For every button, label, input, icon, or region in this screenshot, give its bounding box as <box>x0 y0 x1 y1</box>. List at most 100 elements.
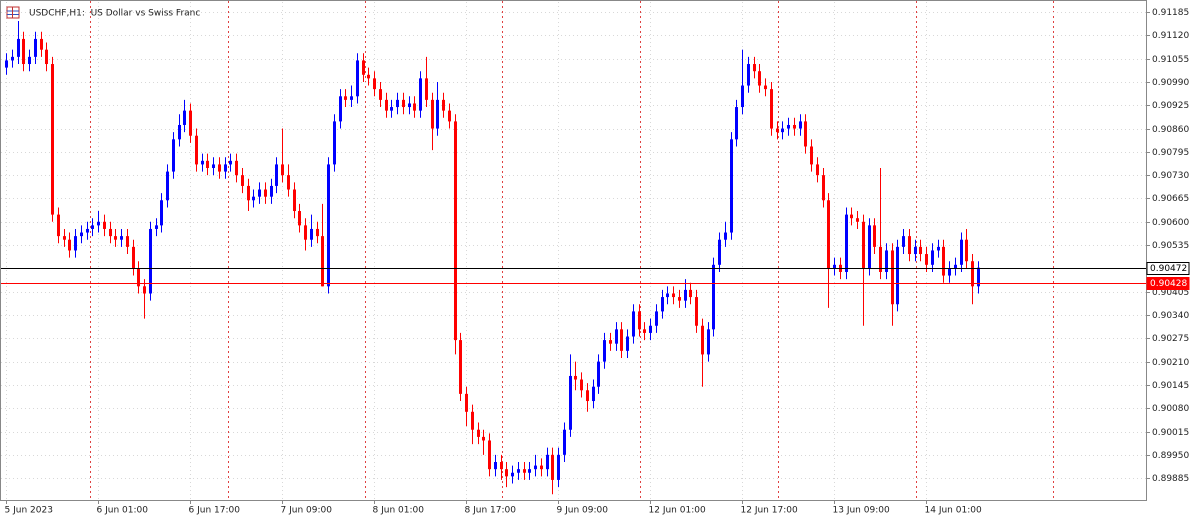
candle-body <box>91 225 94 229</box>
candle-body <box>321 236 324 287</box>
candle-body <box>810 146 813 165</box>
candle-body <box>45 49 48 65</box>
y-tick-label: 0.90275 <box>1152 334 1189 344</box>
price-label-box <box>1146 262 1190 275</box>
candle-body <box>574 375 577 380</box>
candle-body <box>735 107 738 140</box>
candle-body <box>132 246 135 269</box>
candle-body <box>183 110 186 125</box>
candle-body <box>63 236 66 240</box>
y-tick-label: 0.90340 <box>1152 311 1189 321</box>
candle-body <box>655 311 658 326</box>
y-tick-label: 0.90730 <box>1152 171 1189 181</box>
candle-body <box>494 461 497 470</box>
candle-body <box>241 175 244 186</box>
candle-body <box>316 228 319 237</box>
candle-body <box>459 340 462 394</box>
candle-body <box>408 103 411 108</box>
candle-body <box>971 261 974 287</box>
y-tick-label: 0.89950 <box>1152 451 1189 461</box>
y-tick-label: 0.90860 <box>1152 125 1189 135</box>
candle-body <box>615 329 618 344</box>
candle-body <box>523 469 526 473</box>
candle-body <box>413 103 416 111</box>
candle-body <box>787 124 790 129</box>
candle-body <box>850 214 853 219</box>
candle-body <box>592 386 595 402</box>
candle-body <box>528 469 531 473</box>
candle-body <box>224 164 227 172</box>
candle-body <box>51 64 54 215</box>
candle-body <box>862 221 865 269</box>
candle-body <box>500 461 503 470</box>
candle-body <box>436 99 439 129</box>
candle-body <box>22 38 25 65</box>
y-tick-label: 0.89885 <box>1152 474 1189 484</box>
candle-body <box>270 185 273 197</box>
y-tick-label: 0.90015 <box>1152 428 1189 438</box>
candle-body <box>781 128 784 133</box>
candle-body <box>684 289 687 301</box>
candle-body <box>758 71 761 86</box>
candle-body <box>235 160 238 176</box>
candle-body <box>643 329 646 333</box>
candle-body <box>724 232 727 240</box>
y-tick-label: 0.90795 <box>1152 148 1189 158</box>
candle-body <box>977 267 980 287</box>
candle-body <box>586 390 589 402</box>
candle-body <box>678 297 681 301</box>
candle-body <box>816 164 819 176</box>
y-tick-label: 0.90600 <box>1152 218 1189 228</box>
candle-body <box>505 469 508 477</box>
candle-body <box>540 465 543 470</box>
candle-body <box>931 250 934 265</box>
candle-body <box>281 164 284 176</box>
candle-body <box>477 429 480 437</box>
candle-body <box>28 56 31 65</box>
candle-body <box>868 225 871 269</box>
candle-body <box>17 38 20 57</box>
candle-body <box>632 311 635 337</box>
candle-body <box>327 164 330 287</box>
candle-body <box>919 246 922 255</box>
candle-body <box>620 329 623 351</box>
candle-body <box>718 239 721 265</box>
candle-body <box>379 89 382 100</box>
candle-body <box>707 329 710 355</box>
candle-body <box>126 236 129 247</box>
candle-body <box>845 214 848 272</box>
candle-body <box>229 160 232 165</box>
candle-body <box>482 436 485 441</box>
y-tick-label: 0.91055 <box>1152 55 1189 65</box>
candle-body <box>753 64 756 72</box>
candle-body <box>396 99 399 108</box>
candle-body <box>597 361 600 387</box>
candle-body <box>609 340 612 344</box>
candle-body <box>425 78 428 100</box>
candle-body <box>137 268 140 287</box>
candle-body <box>960 239 963 265</box>
x-tick-label: 14 Jun 01:00 <box>925 506 982 516</box>
y-tick-label: 0.90990 <box>1152 78 1189 88</box>
candle-body <box>534 465 537 470</box>
candle-body <box>661 297 664 312</box>
price-label: 0.90428 <box>1150 279 1187 289</box>
candle-body <box>264 189 267 197</box>
candle-body <box>799 121 802 129</box>
x-tick-label: 8 Jun 01:00 <box>373 506 425 516</box>
candle-body <box>74 236 77 251</box>
y-tick-label: 0.90145 <box>1152 381 1189 391</box>
candle-body <box>189 110 192 136</box>
candle-body <box>103 221 106 229</box>
candle-body <box>5 60 8 68</box>
candle-body <box>770 89 773 129</box>
candle-body <box>155 225 158 229</box>
candle-body <box>626 336 629 351</box>
candle-body <box>333 121 336 165</box>
candle-body <box>517 469 520 473</box>
candle-body <box>287 175 290 190</box>
candle-body <box>373 78 376 90</box>
candle-body <box>747 64 750 86</box>
candle-body <box>34 38 37 57</box>
